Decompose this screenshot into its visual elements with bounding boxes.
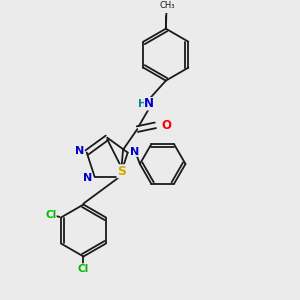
- Text: Cl: Cl: [45, 210, 56, 220]
- Text: CH₃: CH₃: [160, 1, 175, 10]
- Text: O: O: [162, 119, 172, 132]
- Text: N: N: [144, 97, 154, 110]
- Text: Cl: Cl: [78, 263, 89, 274]
- Text: N: N: [75, 146, 84, 156]
- Text: S: S: [117, 165, 126, 178]
- Text: N: N: [83, 173, 92, 183]
- Text: H: H: [138, 99, 146, 109]
- Text: N: N: [130, 147, 139, 157]
